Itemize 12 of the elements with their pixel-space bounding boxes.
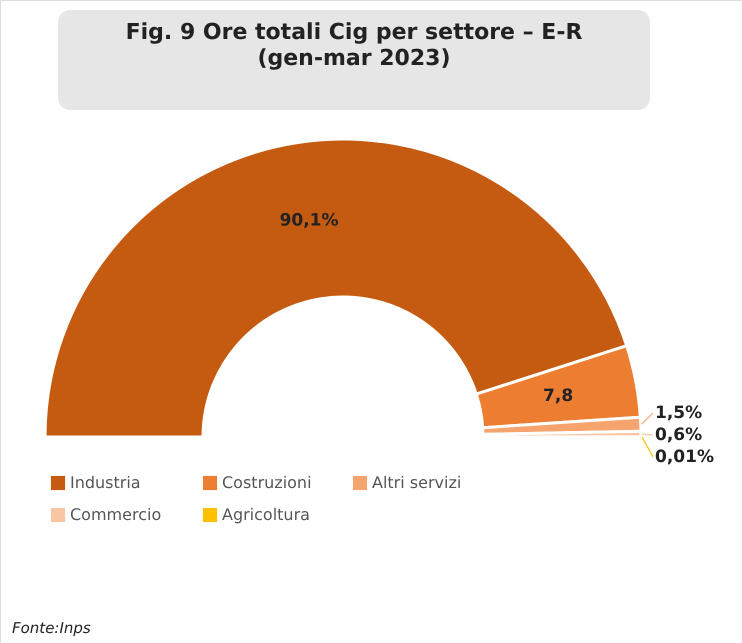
chart-title: Fig. 9 Ore totali Cig per settore – E-R (gen-mar 2023)	[126, 20, 582, 71]
source-note: Fonte:Inps	[12, 619, 91, 637]
legend-label: Agricoltura	[222, 505, 310, 524]
data-label: 0,6%	[655, 425, 702, 445]
data-label: 90,1%	[280, 210, 339, 231]
data-label: 7,8	[543, 386, 574, 406]
legend-label: Commercio	[70, 505, 162, 524]
legend-label: Industria	[70, 473, 141, 492]
data-label: 1,5%	[655, 403, 702, 423]
legend-label: Costruzioni	[222, 473, 312, 492]
data-label: 0,01%	[655, 447, 714, 467]
legend-label: Altri servizi	[372, 473, 462, 492]
